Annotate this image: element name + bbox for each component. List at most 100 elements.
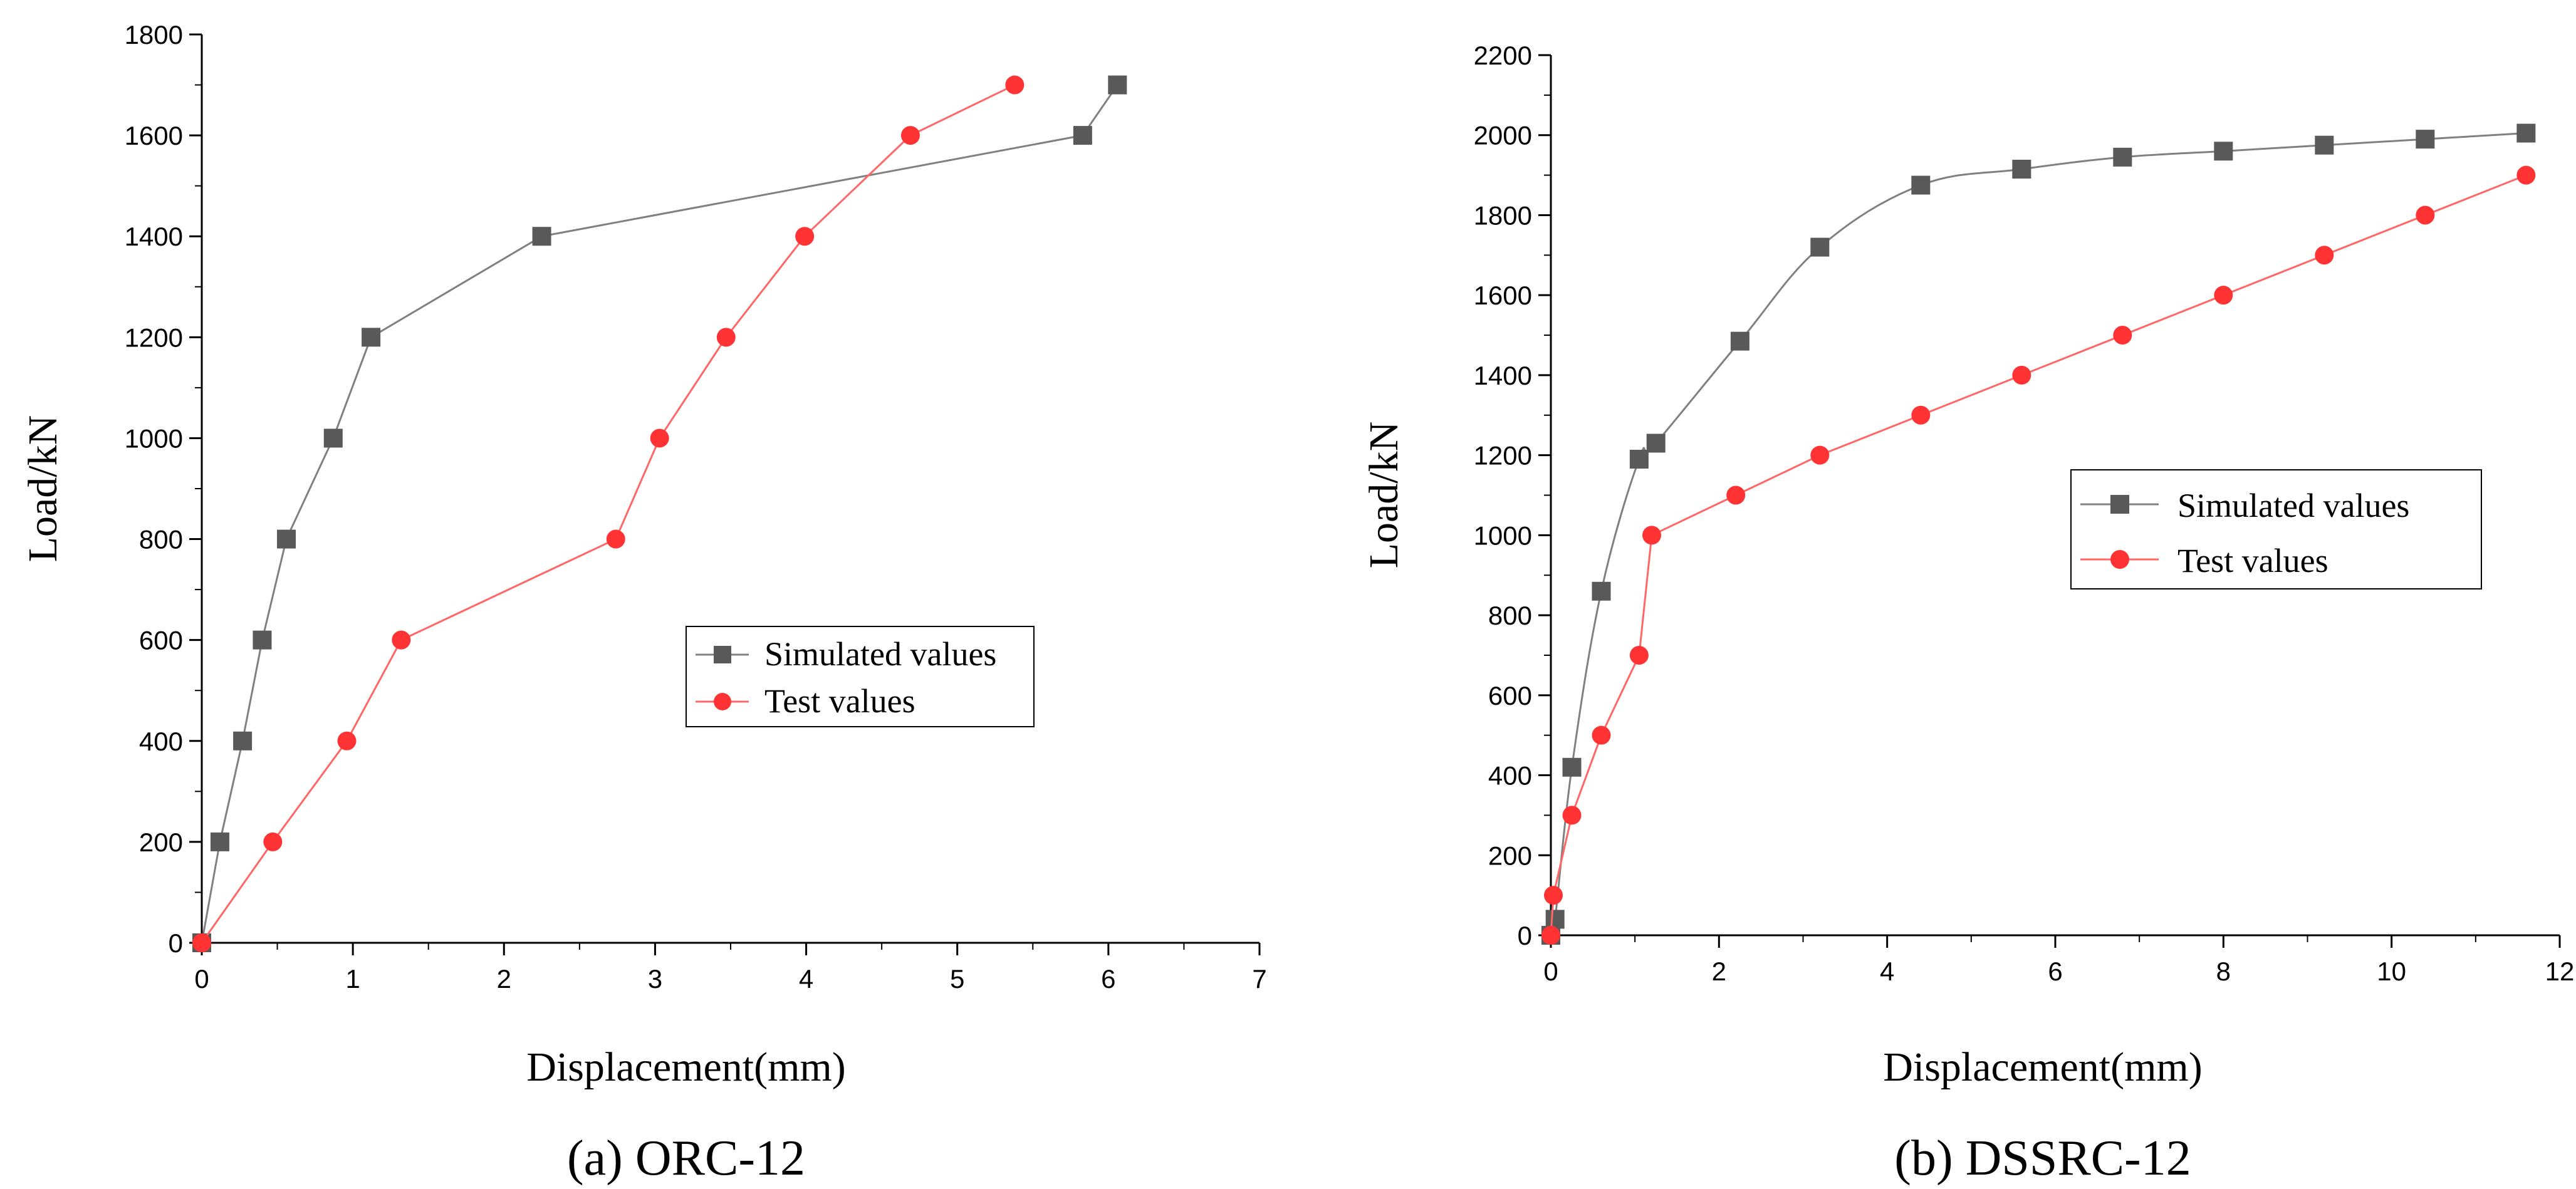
chart-a-test-point: [650, 428, 669, 448]
chart-b-simulated-point: [2416, 130, 2435, 149]
chart-b-test-point: [1544, 886, 1563, 905]
chart-a-simulated-point: [532, 227, 551, 246]
chart-b-test-point: [1810, 445, 1830, 465]
chart-b-legend-test-marker: [2110, 550, 2129, 569]
chart-b-simulated-point: [1911, 175, 1931, 195]
chart-b-simulated-line: [1550, 132, 2526, 938]
chart-a-y-tick-label: 800: [139, 525, 183, 554]
chart-b-test-point: [1562, 806, 1582, 825]
chart-b-test-point: [2012, 365, 2031, 385]
chart-a-test-point: [192, 933, 211, 952]
chart-orc-12: (a) ORC-12 Displacement(mm) Load/kN 0 1 2 3…: [20, 20, 1267, 1186]
chart-a-x-tick-label: 1: [345, 964, 360, 994]
chart-a-legend-test-marker: [714, 693, 731, 710]
chart-a-x-tick-label: 5: [950, 964, 964, 994]
chart-b-axes: 0 2 4 6 8 10 12 0 200 400 600 800 1000 1200 1400 1600 18…: [1474, 41, 2575, 986]
chart-a-y-tick-label: 200: [139, 828, 183, 857]
chart-b-y-tick-label: 1600: [1474, 281, 1532, 310]
chart-a-x-tick-label: 4: [799, 964, 813, 994]
chart-b-simulated-point: [1562, 757, 1582, 777]
chart-b-test-point: [1642, 526, 1661, 545]
chart-a-legend: Simulated values Test values: [686, 626, 1035, 727]
chart-a-plot: [192, 75, 1127, 952]
chart-a-y-tick-label: 1000: [125, 423, 183, 453]
chart-b-simulated-point: [1810, 237, 1830, 257]
chart-a-simulated-point: [1108, 75, 1127, 95]
chart-b-y-tick-label: 2200: [1474, 41, 1532, 70]
chart-b-ylabel: Load/kN: [1361, 422, 1407, 569]
chart-b-y-tick-label: 400: [1488, 761, 1532, 791]
chart-b-y-tick-label: 1000: [1474, 521, 1532, 550]
chart-b-simulated-point: [1730, 331, 1749, 351]
chart-b-simulated-point: [2315, 135, 2334, 155]
chart-b-x-tick-label: 6: [2048, 957, 2062, 986]
chart-a-legend-sim-label: Simulated values: [764, 635, 996, 673]
chart-b-test-point: [1541, 926, 1560, 945]
chart-a-y-tick-label: 1400: [125, 222, 183, 251]
chart-a-x-tick-label: 3: [648, 964, 662, 994]
chart-a-y-tick-label: 1600: [125, 121, 183, 150]
chart-b-xlabel: Displacement(mm): [1883, 1044, 2203, 1090]
chart-b-test-point: [2113, 326, 2132, 345]
chart-a-y-tick-label: 600: [139, 626, 183, 655]
chart-a-x-tick-label: 2: [497, 964, 511, 994]
chart-b-legend: Simulated values Test values: [2070, 469, 2482, 589]
chart-b-simulated-point: [1646, 434, 1666, 453]
chart-b-test-point: [2516, 165, 2536, 185]
chart-a-test-point: [716, 328, 736, 347]
chart-b-x-tick-label: 8: [2216, 957, 2231, 986]
chart-a-test-point: [392, 630, 411, 650]
chart-b-test-point: [2315, 246, 2334, 265]
chart-a-test-point: [900, 126, 920, 145]
chart-a-legend-sim-marker: [714, 646, 731, 663]
chart-a-y-tick-label: 1800: [125, 20, 183, 49]
chart-a-test-point: [606, 529, 625, 549]
chart-b-test-point: [1726, 485, 1746, 505]
chart-b-x-tick-label: 4: [1880, 957, 1894, 986]
chart-a-simulated-point: [1073, 126, 1092, 145]
chart-a-simulated-point: [323, 428, 343, 448]
chart-b-x-tick-label: 2: [1712, 957, 1726, 986]
chart-b-y-tick-label: 600: [1488, 681, 1532, 710]
chart-a-test-point: [263, 832, 283, 851]
chart-a-simulated-point: [233, 731, 253, 750]
chart-b-simulated-point: [2516, 123, 2536, 143]
chart-a-legend-test-label: Test values: [764, 682, 915, 720]
chart-b-test-point: [1911, 405, 1931, 425]
chart-b-y-tick-label: 0: [1518, 921, 1532, 950]
chart-b-simulated-point: [2113, 147, 2132, 167]
chart-a-simulated-point: [210, 832, 229, 851]
chart-a-xlabel: Displacement(mm): [526, 1044, 846, 1090]
chart-b-simulated-point: [1629, 450, 1649, 469]
chart-a-simulated-point: [277, 529, 296, 549]
chart-a-simulated-point: [253, 630, 272, 650]
chart-a-simulated-point: [362, 328, 381, 347]
chart-a-test-point: [1005, 75, 1025, 95]
chart-a-test-point: [795, 227, 815, 246]
chart-b-simulated-point: [1592, 581, 1611, 601]
chart-a-x-tick-label: 0: [194, 964, 209, 994]
chart-b-test-point: [1629, 645, 1649, 665]
chart-b-plot: [1541, 123, 2536, 945]
chart-b-test-point: [2214, 286, 2233, 305]
chart-b-simulated-point: [2012, 160, 2031, 179]
chart-a-test-line: [201, 84, 1016, 943]
chart-dssrc-12: (b) DSSRC-12 Displacement(mm) Load/kN 0 2…: [1361, 41, 2574, 1186]
chart-a-y-tick-label: 1200: [125, 323, 183, 352]
chart-a-axes: 0 1 2 3 4 5 6 7 0 200 400 600 800 1000 1200 1400 1600 180…: [125, 20, 1267, 994]
chart-a-test-point: [337, 731, 357, 750]
chart-b-x-tick-label: 10: [2377, 957, 2406, 986]
chart-b-caption: (b) DSSRC-12: [1894, 1131, 2191, 1186]
chart-b-test-point: [2416, 205, 2435, 225]
chart-a-caption: (a) ORC-12: [567, 1131, 805, 1186]
chart-a-legend-box: [686, 626, 1035, 727]
chart-a-y-tick-label: 400: [139, 727, 183, 756]
chart-b-legend-sim-marker: [2110, 495, 2129, 514]
chart-a-x-tick-label: 7: [1252, 964, 1266, 994]
chart-b-y-tick-label: 800: [1488, 601, 1532, 630]
chart-a-x-tick-label: 6: [1101, 964, 1115, 994]
chart-b-x-tick-label: 12: [2545, 957, 2575, 986]
chart-b-legend-test-label: Test values: [2177, 542, 2328, 579]
chart-b-y-tick-label: 2000: [1474, 121, 1532, 150]
